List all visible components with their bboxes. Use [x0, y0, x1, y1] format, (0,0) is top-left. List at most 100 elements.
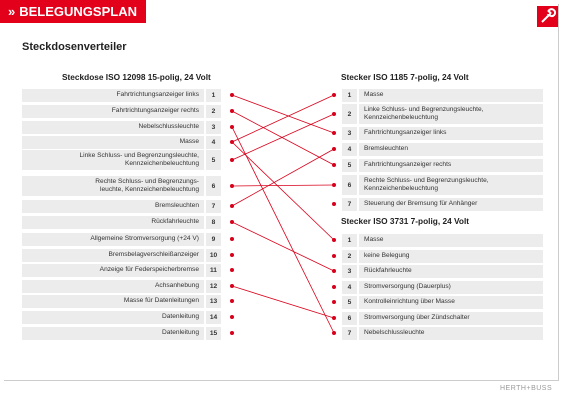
- pin-label: Fahrtrichtungsanzeiger rechts: [22, 104, 204, 118]
- pin-dot: [332, 112, 336, 116]
- pin-dot: [332, 300, 336, 304]
- pin-dot: [332, 147, 336, 151]
- pin-label: Kontrolleinrichtung über Masse: [359, 295, 543, 309]
- pin-row: Bremsbelagverschleißanzeiger 10: [22, 248, 223, 262]
- pin-dot: [230, 237, 234, 241]
- pin-label: Nebelschlussleuchte: [359, 326, 543, 340]
- pin-dot: [230, 109, 234, 113]
- pin-dot: [332, 316, 336, 320]
- wire: [231, 94, 335, 143]
- pin-label: Fahrtrichtungsanzeiger rechts: [359, 158, 543, 172]
- pin-label: Stromversorgung (Dauerplus): [359, 280, 543, 294]
- pin-dot: [230, 220, 234, 224]
- pin-row: 5 Fahrtrichtungsanzeiger rechts: [340, 158, 543, 172]
- wire: [231, 94, 335, 134]
- pin-dot: [230, 331, 234, 335]
- header-title: BELEGUNGSPLAN: [19, 4, 137, 19]
- pin-number: 4: [342, 142, 357, 156]
- pin-number: 4: [342, 280, 357, 294]
- pin-label: Bremsbelagverschleißanzeiger: [22, 248, 204, 262]
- pin-label: Achsanhebung: [22, 279, 204, 293]
- pin-row: 6 Rechte Schluss- und Begrenzungsleuchte,…: [340, 175, 543, 195]
- pin-row: Achsanhebung 12: [22, 279, 223, 293]
- pin-row: Bremsleuchten 7: [22, 199, 223, 213]
- wire: [231, 110, 335, 166]
- pin-row: 7 Nebelschlussleuchte: [340, 326, 543, 340]
- pin-label: Masse für Datenleitungen: [22, 294, 204, 308]
- pin-label: Stromversorgung über Zündschalter: [359, 311, 543, 325]
- pin-row: 7 Steuerung der Bremsung für Anhänger: [340, 197, 543, 211]
- plug-3731-title: Stecker ISO 3731 7-polig, 24 Volt: [341, 216, 470, 226]
- pin-dot: [230, 93, 234, 97]
- pin-row: Datenleitung 14: [22, 310, 223, 324]
- pin-dot: [230, 284, 234, 288]
- wire: [231, 126, 335, 334]
- pin-number: 13: [206, 294, 221, 308]
- pin-number: 14: [206, 310, 221, 324]
- pin-number: 5: [342, 158, 357, 172]
- pin-label: Anzeige für Federspeicherbremse: [22, 263, 204, 277]
- pin-label: Rechte Schluss- und Begrenzungs- leuchte…: [22, 176, 204, 196]
- pin-row: Anzeige für Federspeicherbremse 11: [22, 263, 223, 277]
- pin-dot: [332, 269, 336, 273]
- pin-number: 8: [206, 215, 221, 229]
- pin-row: Rückfahrleuchte 8: [22, 215, 223, 229]
- pin-number: 3: [342, 126, 357, 140]
- pin-label: Rechte Schluss- und Begrenzungsleuchte, …: [359, 175, 543, 195]
- pin-number: 6: [342, 175, 357, 195]
- pin-row: Linke Schluss- und Begrenzungsleuchte, K…: [22, 150, 223, 170]
- socket-title: Steckdose ISO 12098 15-polig, 24 Volt: [62, 72, 211, 82]
- pin-label: Masse: [22, 135, 204, 149]
- pin-row: Masse für Datenleitungen 13: [22, 294, 223, 308]
- wire: [231, 141, 335, 241]
- pin-label: Masse: [359, 88, 543, 102]
- pin-dot: [230, 299, 234, 303]
- pin-row: Fahrtrichtungsanzeiger rechts 2: [22, 104, 223, 118]
- pin-number: 7: [342, 326, 357, 340]
- pin-label: Datenleitung: [22, 310, 204, 324]
- pin-label: Nebelschlussleuchte: [22, 120, 204, 134]
- pin-dot: [332, 285, 336, 289]
- pin-dot: [332, 163, 336, 167]
- pin-dot: [332, 331, 336, 335]
- plug-1185-title: Stecker ISO 1185 7-polig, 24 Volt: [341, 72, 469, 82]
- wire: [231, 221, 335, 272]
- pin-number: 2: [342, 104, 357, 124]
- pin-number: 7: [206, 199, 221, 213]
- pin-label: Rückfahrleuchte: [22, 215, 204, 229]
- pin-row: 1 Masse: [340, 233, 543, 247]
- pin-number: 2: [342, 249, 357, 263]
- header-bar: » BELEGUNGSPLAN: [0, 0, 146, 23]
- pin-number: 2: [206, 104, 221, 118]
- pin-label: Datenleitung: [22, 326, 204, 340]
- pin-number: 4: [206, 135, 221, 149]
- brand: HERTH+BUSS: [500, 385, 553, 392]
- pin-row: Rechte Schluss- und Begrenzungs- leuchte…: [22, 176, 223, 196]
- pin-label: Masse: [359, 233, 543, 247]
- pin-dot: [230, 140, 234, 144]
- wire: [231, 285, 335, 319]
- pin-dot: [230, 315, 234, 319]
- pin-number: 1: [206, 88, 221, 102]
- pin-row: 3 Rückfahrleuchte: [340, 264, 543, 278]
- pin-number: 11: [206, 263, 221, 277]
- pin-number: 1: [342, 233, 357, 247]
- pin-label: Allgemeine Stromversorgung (+24 V): [22, 232, 204, 246]
- pin-number: 7: [342, 197, 357, 211]
- pin-number: 9: [206, 232, 221, 246]
- pin-label: keine Belegung: [359, 249, 543, 263]
- pin-number: 1: [342, 88, 357, 102]
- pin-row: 3 Fahrtrichtungsanzeiger links: [340, 126, 543, 140]
- pin-row: Nebelschlussleuchte 3: [22, 120, 223, 134]
- pin-row: Masse 4: [22, 135, 223, 149]
- pin-number: 15: [206, 326, 221, 340]
- wrench: [541, 8, 557, 23]
- pin-dot: [230, 253, 234, 257]
- pin-dot: [332, 202, 336, 206]
- pin-number: 5: [206, 150, 221, 170]
- pin-number: 6: [342, 311, 357, 325]
- wire: [231, 184, 335, 187]
- pin-dot: [230, 204, 234, 208]
- tool-icon: [537, 6, 558, 27]
